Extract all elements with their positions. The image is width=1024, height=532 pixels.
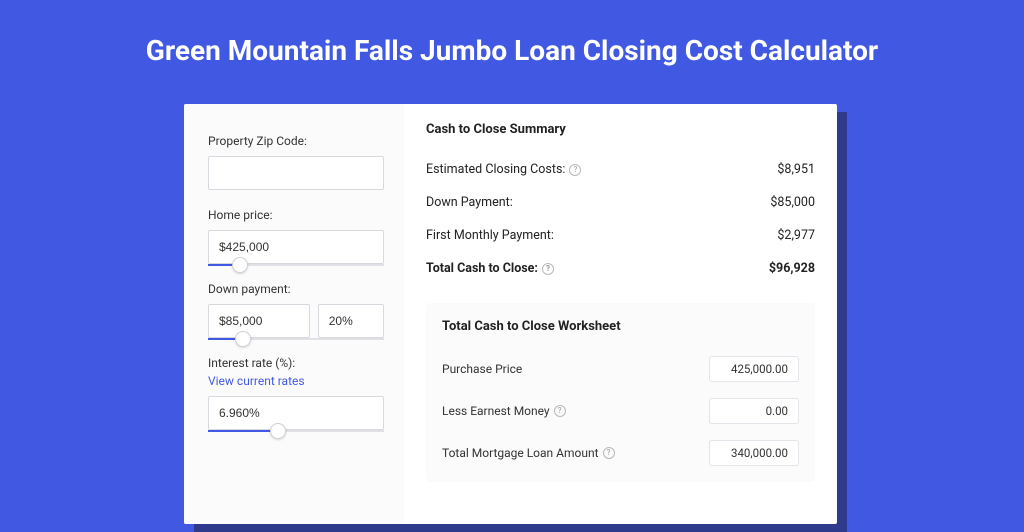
home-price-slider-wrap: [208, 230, 384, 264]
summary-row-total: Total Cash to Close: ? $96,928: [426, 252, 815, 285]
worksheet-row-value[interactable]: 340,000.00: [709, 440, 799, 466]
worksheet-row-value[interactable]: 0.00: [709, 398, 799, 424]
summary-row-value: $96,928: [769, 261, 815, 276]
page-title: Green Mountain Falls Jumbo Loan Closing …: [0, 0, 1024, 93]
worksheet-row-label: Less Earnest Money: [442, 404, 550, 418]
summary-row: Down Payment: $85,000: [426, 186, 815, 219]
summary-row-label: Total Cash to Close:: [426, 261, 538, 276]
interest-rate-field-group: Interest rate (%): View current rates: [208, 356, 384, 430]
interest-rate-slider-thumb[interactable]: [270, 423, 286, 439]
summary-row-label: First Monthly Payment:: [426, 228, 554, 243]
view-rates-link[interactable]: View current rates: [208, 374, 305, 388]
down-payment-slider-wrap: [208, 304, 384, 338]
help-icon[interactable]: ?: [554, 405, 566, 417]
down-payment-field-group: Down payment:: [208, 282, 384, 338]
down-payment-input[interactable]: [208, 304, 310, 338]
summary-row: First Monthly Payment: $2,977: [426, 219, 815, 252]
help-icon[interactable]: ?: [603, 447, 615, 459]
calculator-card: Property Zip Code: Home price: Down paym…: [184, 104, 837, 524]
summary-panel: Cash to Close Summary Estimated Closing …: [404, 104, 837, 524]
zip-input[interactable]: [208, 156, 384, 190]
worksheet-row: Less Earnest Money ? 0.00: [442, 390, 799, 432]
worksheet-row: Purchase Price 425,000.00: [442, 348, 799, 390]
summary-row-label: Down Payment:: [426, 195, 513, 210]
zip-field-group: Property Zip Code:: [208, 134, 384, 190]
summary-row-value: $8,951: [777, 162, 815, 177]
worksheet-row-label: Total Mortgage Loan Amount: [442, 446, 599, 460]
interest-rate-slider-wrap: [208, 396, 384, 430]
interest-rate-slider-fill: [208, 430, 278, 432]
summary-row-value: $2,977: [777, 228, 815, 243]
worksheet-panel: Total Cash to Close Worksheet Purchase P…: [426, 303, 815, 482]
down-payment-label: Down payment:: [208, 282, 384, 296]
home-price-label: Home price:: [208, 208, 384, 222]
help-icon[interactable]: ?: [569, 164, 581, 176]
down-payment-slider-thumb[interactable]: [235, 331, 251, 347]
worksheet-row-label: Purchase Price: [442, 362, 522, 376]
interest-rate-label: Interest rate (%):: [208, 356, 295, 370]
worksheet-row-value[interactable]: 425,000.00: [709, 356, 799, 382]
home-price-slider-thumb[interactable]: [232, 257, 248, 273]
worksheet-row: Total Mortgage Loan Amount ? 340,000.00: [442, 432, 799, 474]
worksheet-title: Total Cash to Close Worksheet: [442, 319, 799, 334]
summary-title: Cash to Close Summary: [426, 122, 815, 137]
help-icon[interactable]: ?: [542, 263, 554, 275]
summary-row: Estimated Closing Costs: ? $8,951: [426, 153, 815, 186]
home-price-field-group: Home price:: [208, 208, 384, 264]
down-payment-pct-input[interactable]: [318, 304, 384, 338]
summary-row-label: Estimated Closing Costs:: [426, 162, 565, 177]
interest-rate-input[interactable]: [208, 396, 384, 430]
summary-row-value: $85,000: [770, 195, 815, 210]
zip-label: Property Zip Code:: [208, 134, 384, 148]
inputs-panel: Property Zip Code: Home price: Down paym…: [184, 104, 404, 524]
